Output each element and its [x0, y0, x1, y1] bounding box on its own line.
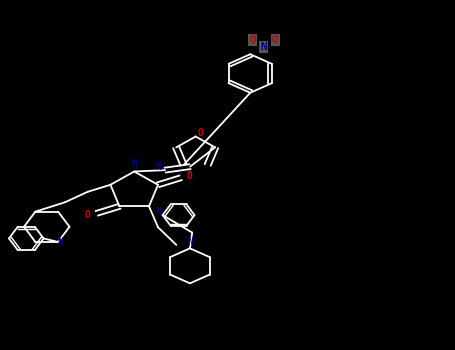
Text: N: N: [131, 159, 137, 169]
Text: N: N: [155, 206, 161, 217]
Text: O: O: [197, 128, 203, 138]
Text: O: O: [187, 171, 193, 181]
Text: O: O: [85, 210, 91, 220]
Text: N: N: [155, 162, 161, 172]
Text: N: N: [187, 237, 193, 247]
Text: N: N: [57, 237, 63, 247]
Text: O: O: [249, 35, 256, 45]
Text: N: N: [261, 42, 267, 52]
Text: O: O: [272, 35, 278, 45]
